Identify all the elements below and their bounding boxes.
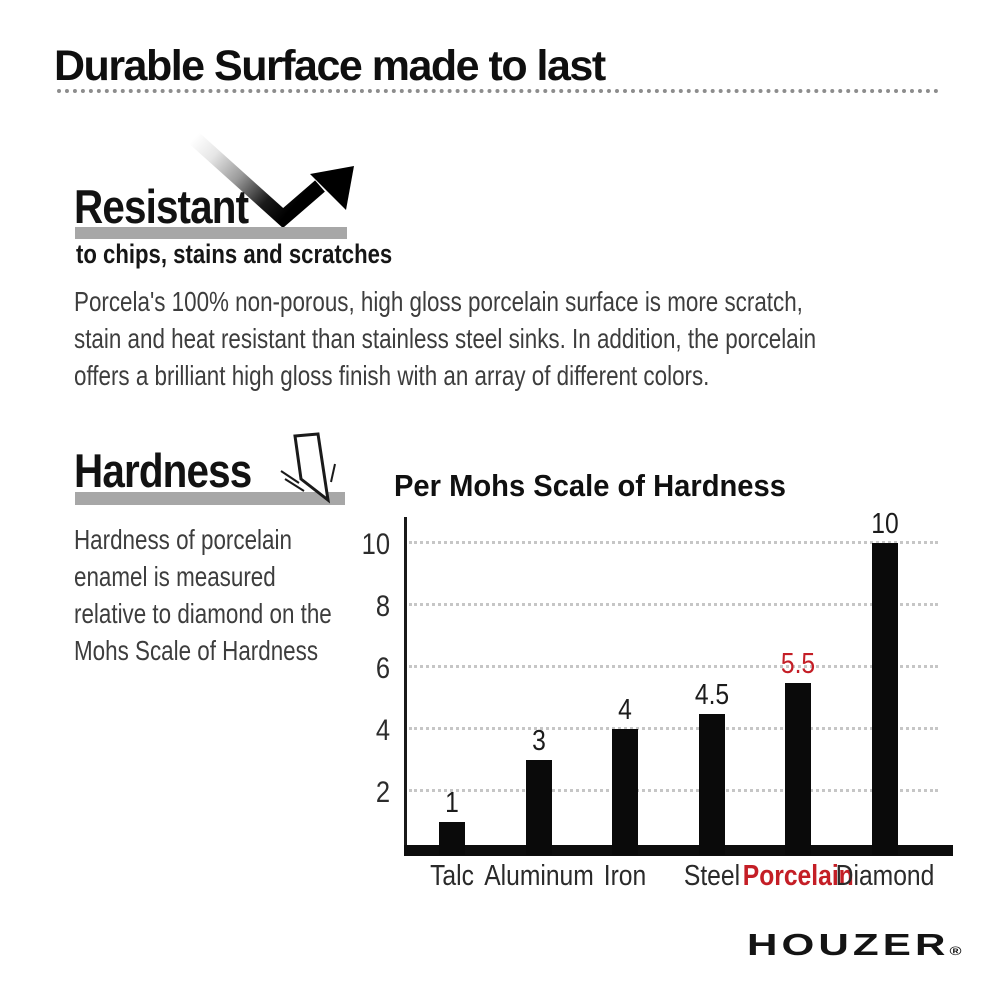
chart-title: Per Mohs Scale of Hardness (394, 468, 786, 503)
scratch-tool-icon (280, 432, 336, 504)
gridline-10 (409, 541, 938, 544)
houzer-logo: HOUZER® (747, 927, 962, 963)
gridline-6 (409, 665, 938, 668)
page-title: Durable Surface made to last (54, 42, 606, 90)
y-tick-label-6: 6 (375, 652, 390, 685)
x-tick-label-aluminum: Aluminum (483, 860, 594, 892)
x-tick-label-steel: Steel (683, 860, 740, 892)
hardness-underline-bar (75, 492, 345, 505)
bar-value-label-diamond: 10 (870, 508, 899, 540)
gridline-8 (409, 603, 938, 606)
bar-value-label-aluminum: 3 (531, 725, 546, 757)
x-tick-label-iron: Iron (603, 860, 647, 892)
y-tick-label-2: 2 (375, 776, 390, 809)
resistant-body-text: Porcela's 100% non-porous, high gloss po… (74, 286, 817, 391)
houzer-logo-text: HOUZER (747, 927, 950, 962)
registered-trademark-symbol: ® (949, 944, 962, 958)
x-tick-label-talc: Talc (430, 860, 474, 892)
bar-steel (698, 713, 725, 855)
resistant-subheading: to chips, stains and scratches (76, 239, 393, 269)
bar-porcelain (785, 682, 811, 855)
x-tick-label-diamond: Diamond (835, 860, 934, 892)
bar-value-label-iron: 4 (618, 694, 632, 726)
bar-value-label-steel: 4.5 (694, 678, 729, 711)
bounce-arrow-icon (188, 132, 354, 228)
y-tick-label-8: 8 (375, 590, 390, 623)
bar-iron (612, 729, 638, 855)
bar-talc (439, 822, 465, 855)
hardness-body-text: Hardness of porcelain enamel is measured… (74, 524, 332, 666)
x-tick-label-porcelain: Porcelain (742, 860, 854, 892)
y-tick-label-4: 4 (375, 714, 390, 747)
chart-baseline (404, 845, 953, 856)
bar-diamond (871, 543, 898, 855)
resistant-heading: Resistant (74, 180, 249, 233)
chart-y-axis (404, 517, 407, 854)
bar-value-label-talc: 1 (445, 787, 459, 819)
resistant-underline-bar (75, 227, 347, 239)
bar-aluminum (525, 760, 552, 855)
hardness-heading: Hardness (74, 444, 252, 497)
bar-value-label-porcelain: 5.5 (780, 647, 816, 680)
dotted-divider (57, 89, 939, 93)
gridline-4 (409, 727, 938, 730)
y-tick-label-10: 10 (361, 528, 390, 561)
gridline-2 (409, 789, 938, 792)
